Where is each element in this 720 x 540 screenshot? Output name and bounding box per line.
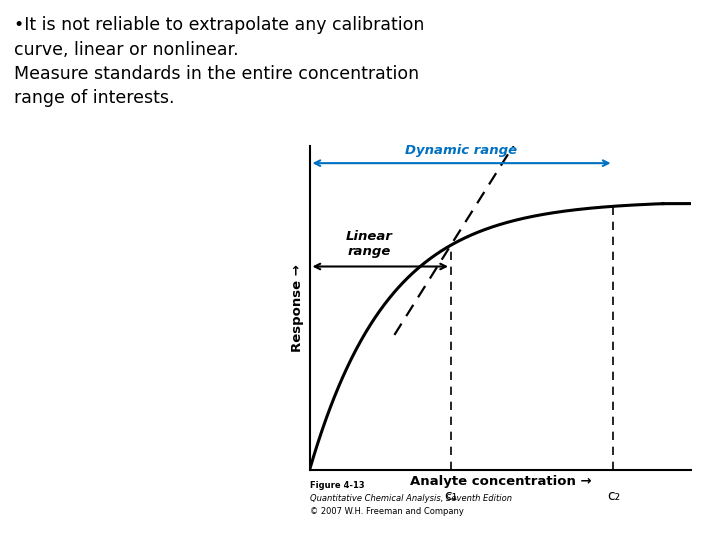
Text: c₂: c₂: [607, 489, 620, 503]
Text: © 2007 W.H. Freeman and Company: © 2007 W.H. Freeman and Company: [310, 507, 464, 516]
Text: Linear
range: Linear range: [346, 230, 392, 258]
Text: Dynamic range: Dynamic range: [405, 144, 518, 157]
Text: •It is not reliable to extrapolate any calibration
curve, linear or nonlinear.
M: •It is not reliable to extrapolate any c…: [14, 16, 425, 107]
Y-axis label: Response →: Response →: [291, 264, 304, 352]
Text: Quantitative Chemical Analysis, Seventh Edition: Quantitative Chemical Analysis, Seventh …: [310, 494, 512, 503]
Text: Figure 4-13: Figure 4-13: [310, 481, 364, 490]
Text: c₁: c₁: [444, 489, 457, 503]
X-axis label: Analyte concentration →: Analyte concentration →: [410, 475, 591, 488]
